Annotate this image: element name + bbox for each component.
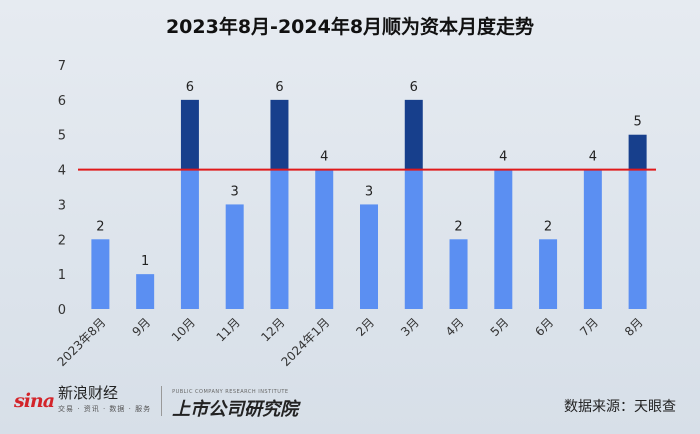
data-label: 6 xyxy=(410,80,418,95)
y-tick-label: 6 xyxy=(58,94,66,109)
brand-footer: sina 新浪财经 交易 · 资讯 · 数据 · 服务 PUBLIC COMPA… xyxy=(14,383,298,419)
x-tick-label: 2024年1月 xyxy=(278,315,332,369)
x-tick-label: 10月 xyxy=(169,315,198,344)
institute-subtitle: PUBLIC COMPANY RESEARCH INSTITUTE xyxy=(172,389,289,395)
bar xyxy=(136,274,155,309)
data-label: 2 xyxy=(454,219,462,234)
sina-name: 新浪财经 xyxy=(58,384,119,402)
y-tick-label: 7 xyxy=(58,59,66,74)
x-tick-label: 2月 xyxy=(353,315,377,339)
x-tick-label: 12月 xyxy=(258,315,287,344)
bar xyxy=(315,169,334,309)
y-tick-label: 1 xyxy=(58,268,66,283)
bar xyxy=(180,169,199,309)
institute-logo: PUBLIC COMPANY RESEARCH INSTITUTE 上市公司研究… xyxy=(172,383,298,419)
bar xyxy=(404,169,423,309)
bar xyxy=(225,204,244,309)
sina-subtitle: 交易 · 资讯 · 数据 · 服务 xyxy=(58,405,152,413)
bar xyxy=(360,204,378,309)
x-tick-label: 8月 xyxy=(622,315,646,339)
bar-above-line xyxy=(270,99,289,170)
data-label: 6 xyxy=(186,80,194,95)
bar xyxy=(494,169,513,309)
data-labels: 2 1 6 3 6 4 3 6 2 4 2 4 5 xyxy=(96,80,642,269)
bars xyxy=(91,99,647,309)
x-tick-label: 5月 xyxy=(488,315,512,339)
y-tick-label: 0 xyxy=(58,303,66,318)
bar xyxy=(583,169,602,309)
x-tick-label: 11月 xyxy=(214,315,243,344)
bar-above-line xyxy=(180,99,199,170)
brand-divider xyxy=(161,386,163,416)
data-label: 1 xyxy=(141,254,149,269)
data-label: 4 xyxy=(320,150,328,165)
y-tick-label: 4 xyxy=(58,164,66,179)
institute-name: 上市公司研究院 xyxy=(172,399,299,420)
data-label: 4 xyxy=(589,150,597,165)
bar-above-line xyxy=(628,134,647,170)
x-tick-label: 7月 xyxy=(577,315,601,339)
data-label: 5 xyxy=(633,115,641,130)
sina-logo: sina xyxy=(14,390,55,412)
bar-above-line xyxy=(404,99,423,170)
bar xyxy=(539,239,558,309)
bar xyxy=(270,169,289,309)
data-label: 3 xyxy=(231,184,239,199)
bar xyxy=(628,169,647,309)
data-label: 2 xyxy=(96,219,104,234)
data-source: 数据来源：天眼查 xyxy=(564,399,676,415)
x-tick-label: 9月 xyxy=(129,315,153,339)
y-tick-label: 5 xyxy=(58,129,66,144)
x-tick-label: 3月 xyxy=(398,315,422,339)
sina-name-block: 新浪财经 交易 · 资讯 · 数据 · 服务 xyxy=(58,385,151,417)
data-label: 6 xyxy=(275,80,283,95)
x-tick-label: 2023年8月 xyxy=(55,315,109,369)
y-tick-label: 3 xyxy=(58,198,66,213)
bar xyxy=(449,239,468,309)
chart-title: 2023年8月-2024年8月顺为资本月度走势 xyxy=(166,15,534,38)
data-label: 3 xyxy=(365,184,373,199)
x-tick-label: 4月 xyxy=(443,315,467,339)
bar xyxy=(91,239,110,309)
y-axis: 0 1 2 3 4 5 6 7 xyxy=(58,59,66,318)
data-label: 4 xyxy=(499,150,507,165)
data-label: 2 xyxy=(544,219,552,234)
y-tick-label: 2 xyxy=(58,233,66,248)
x-tick-label: 6月 xyxy=(532,315,556,339)
